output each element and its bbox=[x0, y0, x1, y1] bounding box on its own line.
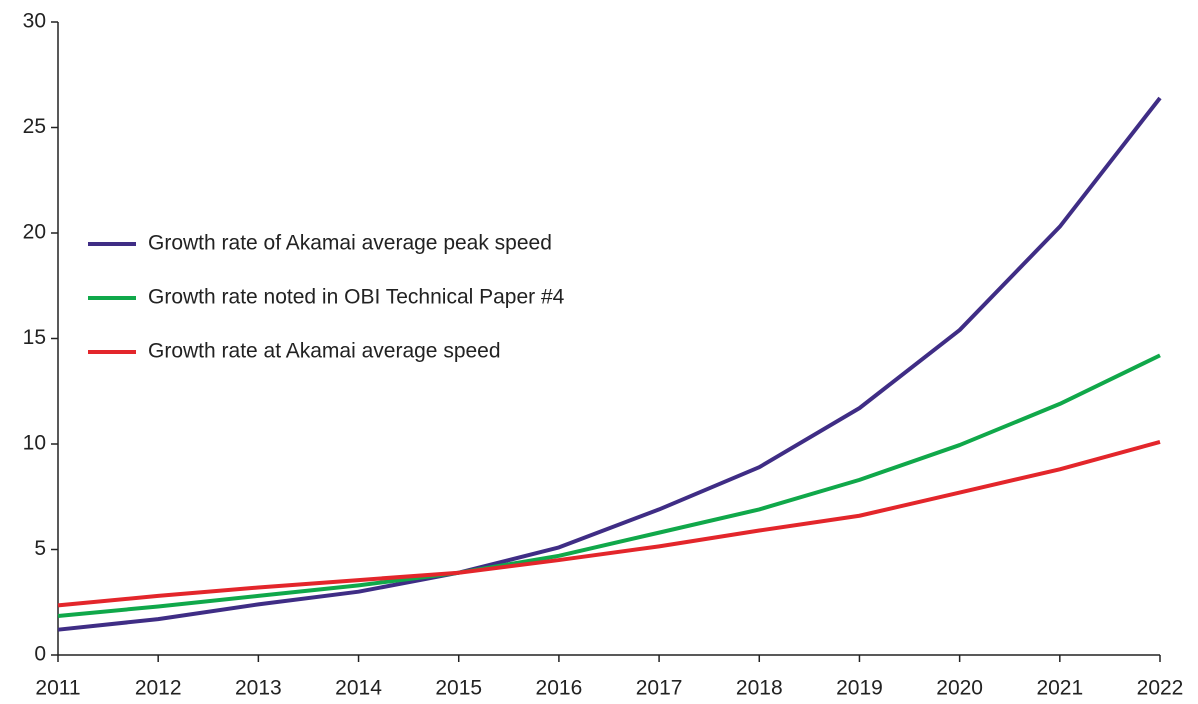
x-tick-label: 2019 bbox=[836, 677, 883, 700]
x-tick-label: 2013 bbox=[235, 677, 282, 700]
x-tick-label: 2017 bbox=[636, 677, 683, 700]
line bbox=[57, 439, 1161, 608]
line bbox=[57, 353, 1161, 618]
y-tick-label: 20 bbox=[23, 221, 46, 244]
x-tick-label: 2015 bbox=[435, 677, 482, 700]
x-tick-label: 2020 bbox=[936, 677, 983, 700]
x-tick-label: 2014 bbox=[335, 677, 382, 700]
y-tick-label: 10 bbox=[23, 432, 46, 455]
y-tick-label: 5 bbox=[34, 537, 46, 560]
x-tick-label: 2011 bbox=[35, 677, 80, 700]
legend-label: Growth rate of Akamai average peak speed bbox=[148, 232, 552, 255]
x-tick-label: 2018 bbox=[736, 677, 783, 700]
y-tick-label: 30 bbox=[23, 10, 46, 33]
y-tick-label: 0 bbox=[34, 643, 46, 666]
line bbox=[57, 96, 1162, 632]
x-tick-label: 2021 bbox=[1036, 677, 1083, 700]
legend-label: Growth rate at Akamai average speed bbox=[148, 340, 501, 363]
legend-label: Growth rate noted in OBI Technical Paper… bbox=[148, 286, 565, 309]
y-tick-label: 15 bbox=[23, 326, 46, 349]
y-tick-label: 25 bbox=[23, 115, 46, 138]
x-tick-label: 2016 bbox=[536, 677, 583, 700]
x-tick-label: 2012 bbox=[135, 677, 182, 700]
x-tick-label: 2022 bbox=[1137, 677, 1184, 700]
